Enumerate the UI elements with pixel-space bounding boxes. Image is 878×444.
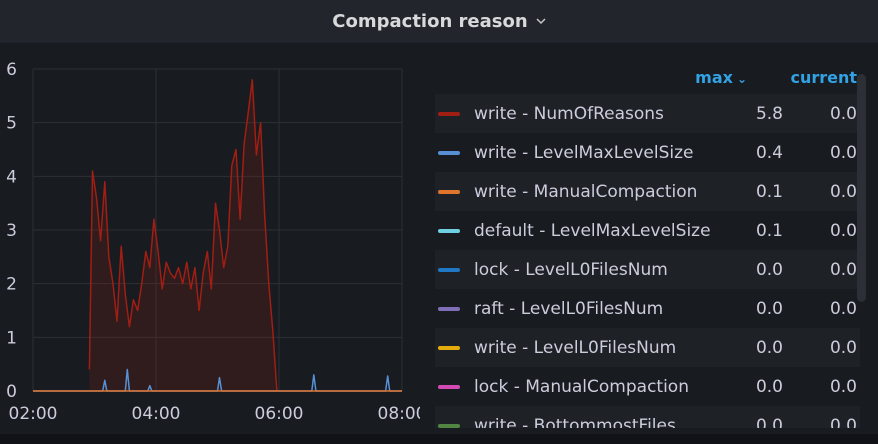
y-tick-label: 2 (6, 275, 17, 295)
series-name: default - LevelMaxLevelSize (474, 220, 711, 241)
series-current-value: 0.0 (829, 103, 857, 124)
legend-row[interactable]: write - BottommostFiles 0.0 0.0 (435, 406, 860, 428)
series-current-value: 0.0 (829, 142, 857, 163)
panel-bottom-edge (0, 434, 878, 444)
series-current-value: 0.0 (829, 259, 857, 280)
series-current-value: 0.0 (829, 415, 857, 429)
series-current-value: 0.0 (829, 298, 857, 319)
y-tick-label: 3 (6, 221, 17, 241)
series-max-value: 5.8 (755, 103, 783, 124)
y-tick-label: 5 (6, 114, 17, 134)
legend-row[interactable]: raft - LevelL0FilesNum 0.0 0.0 (435, 289, 860, 328)
series-current-value: 0.0 (829, 181, 857, 202)
y-tick-label: 1 (6, 328, 17, 348)
x-tick-label: 06:00 (255, 404, 304, 424)
series-max-value: 0.4 (755, 142, 783, 163)
series-max-value: 0.1 (755, 220, 783, 241)
series-name: lock - LevelL0FilesNum (474, 259, 668, 280)
legend-row[interactable]: default - LevelMaxLevelSize 0.1 0.0 (435, 211, 860, 250)
y-tick-label: 6 (6, 60, 17, 80)
legend-table: max ⌄ current write - NumOfReasons 5.8 0.… (435, 60, 865, 428)
legend-row[interactable]: write - LevelL0FilesNum 0.0 0.0 (435, 328, 860, 367)
series-max-value: 0.0 (755, 298, 783, 319)
legend-col-current-label: current (790, 68, 857, 87)
legend-sort-max[interactable]: max ⌄ (695, 68, 747, 87)
series-name: write - BottommostFiles (474, 415, 676, 429)
legend-row[interactable]: write - ManualCompaction 0.1 0.0 (435, 172, 860, 211)
y-tick-label: 0 (6, 382, 17, 402)
series-name: raft - LevelL0FilesNum (474, 298, 664, 319)
x-tick-label: 02:00 (9, 404, 58, 424)
series-max-value: 0.0 (755, 376, 783, 397)
series-name: write - ManualCompaction (474, 181, 698, 202)
series-color-swatch[interactable] (438, 150, 460, 155)
legend-row[interactable]: write - LevelMaxLevelSize 0.4 0.0 (435, 133, 860, 172)
y-tick-label: 4 (6, 167, 17, 187)
series-name: write - LevelMaxLevelSize (474, 142, 694, 163)
series-name: write - LevelL0FilesNum (474, 337, 677, 358)
x-tick-label: 04:00 (132, 404, 181, 424)
legend-scrollbar[interactable] (857, 74, 866, 302)
series-color-swatch[interactable] (438, 423, 460, 428)
series-color-swatch[interactable] (438, 189, 460, 194)
legend-rows: write - NumOfReasons 5.8 0.0 write - Lev… (435, 94, 860, 428)
legend-header: max ⌄ current (435, 68, 857, 90)
series-line (88, 78, 278, 392)
series-color-swatch[interactable] (438, 345, 460, 350)
series-color-swatch[interactable] (438, 306, 460, 311)
series-name: lock - ManualCompaction (474, 376, 689, 397)
series-max-value: 0.1 (755, 181, 783, 202)
panel-title-menu[interactable]: Compaction reason (332, 10, 546, 32)
series-current-value: 0.0 (829, 337, 857, 358)
legend-row[interactable]: write - NumOfReasons 5.8 0.0 (435, 94, 860, 133)
series-max-value: 0.0 (755, 415, 783, 429)
series-name: write - NumOfReasons (474, 103, 664, 124)
series-max-value: 0.0 (755, 259, 783, 280)
x-tick-label: 08:00 (378, 404, 421, 424)
series-color-swatch[interactable] (438, 384, 460, 389)
legend-row[interactable]: lock - LevelL0FilesNum 0.0 0.0 (435, 250, 860, 289)
series-color-swatch[interactable] (438, 267, 460, 272)
plot-area[interactable]: 0 1 2 3 4 5 6 02:00 04:00 06:00 08:00 (0, 50, 420, 430)
legend-sort-current[interactable]: current (790, 68, 857, 87)
series-current-value: 0.0 (829, 220, 857, 241)
series-area (89, 79, 277, 391)
line-chart[interactable]: 0 1 2 3 4 5 6 02:00 04:00 06:00 08:00 (0, 50, 420, 430)
legend-col-max-label: max (695, 68, 733, 87)
series-max-value: 0.0 (755, 337, 783, 358)
chevron-down-icon (536, 18, 546, 25)
chevron-down-icon: ⌄ (736, 72, 747, 86)
legend-row[interactable]: lock - ManualCompaction 0.0 0.0 (435, 367, 860, 406)
series-color-swatch[interactable] (438, 111, 460, 116)
series-current-value: 0.0 (829, 376, 857, 397)
series-color-swatch[interactable] (438, 228, 460, 233)
panel-title: Compaction reason (332, 10, 528, 32)
panel-header: Compaction reason (0, 0, 878, 43)
